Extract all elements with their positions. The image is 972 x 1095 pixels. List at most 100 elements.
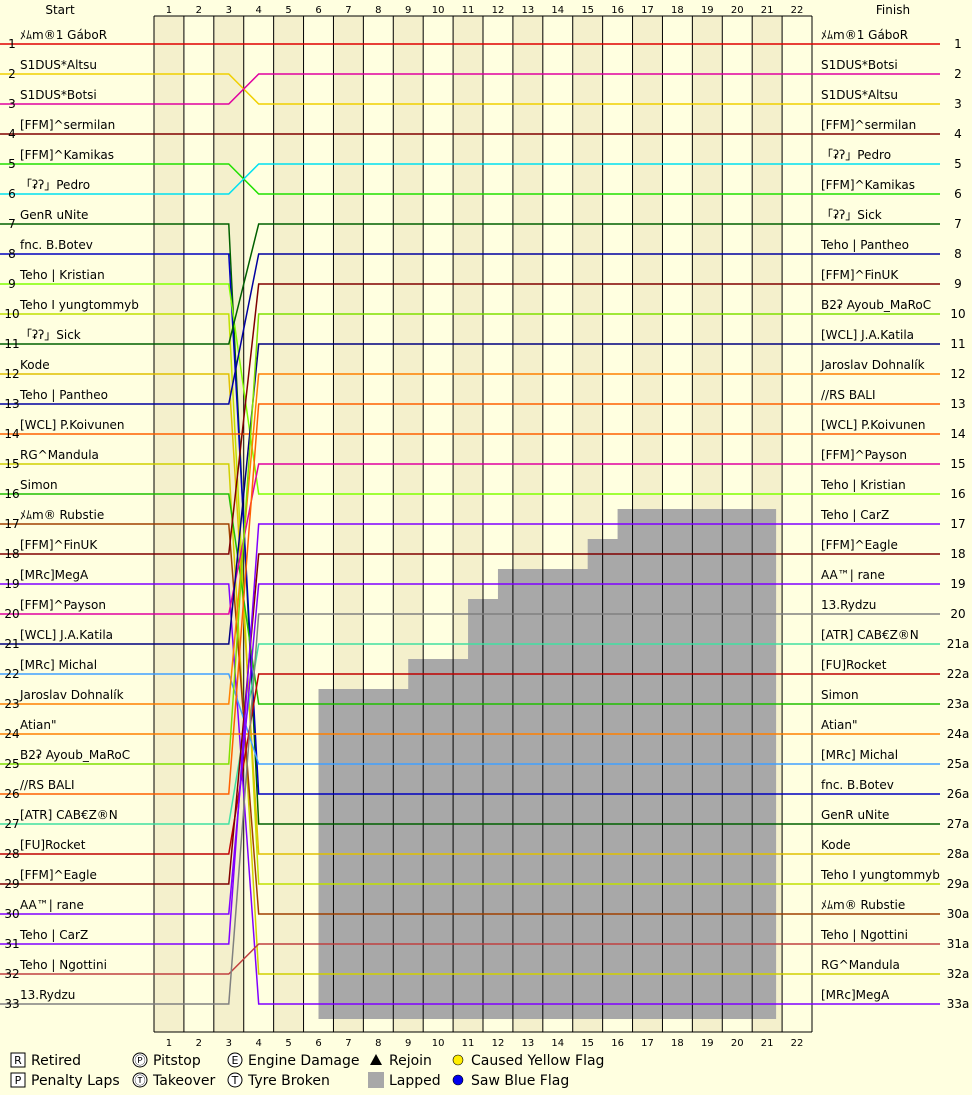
lap-label-top: 22	[791, 5, 804, 16]
finish-driver-name: 「ʡʔ」Sick	[821, 208, 882, 222]
lap-label-bottom: 21	[761, 1038, 774, 1049]
start-driver-name: ﾒﾑm®1 GáboR	[20, 28, 107, 42]
lap-label-top: 11	[462, 5, 475, 16]
finish-driver-name: [FFM]^Eagle	[821, 538, 898, 552]
driver-line	[154, 583, 812, 915]
lap-label-top: 8	[375, 5, 381, 16]
position-label-right: 2	[954, 67, 962, 81]
position-label-right: 22a	[947, 667, 970, 681]
driver-line	[154, 253, 812, 795]
driver-line	[154, 463, 812, 615]
start-driver-name: [FFM]^Eagle	[20, 868, 97, 882]
position-label-right: 17	[950, 517, 965, 531]
position-label-left: 22	[4, 667, 19, 681]
start-driver-name: 「ʡʔ」Sick	[20, 328, 81, 342]
lap-label-top: 13	[521, 5, 534, 16]
position-label-right: 21a	[947, 637, 970, 651]
finish-driver-name: [FFM]^Kamikas	[821, 178, 915, 192]
finish-driver-name: S1DUS*Altsu	[821, 88, 898, 102]
position-label-left: 2	[8, 67, 16, 81]
finish-driver-name: Teho | Ngottini	[820, 928, 908, 942]
legend-symbol: P	[15, 1074, 22, 1087]
position-label-right: 20	[950, 607, 965, 621]
position-label-left: 23	[4, 697, 19, 711]
position-label-right: 6	[954, 187, 962, 201]
position-label-right: 28a	[947, 847, 970, 861]
legend-label: Saw Blue Flag	[471, 1073, 569, 1089]
position-label-left: 7	[8, 217, 16, 231]
position-label-left: 3	[8, 97, 16, 111]
finish-driver-name: [ATR] CAB€Z®N	[821, 628, 919, 642]
flag-dot-icon	[452, 1054, 464, 1066]
lap-label-top: 2	[196, 5, 202, 16]
position-label-left: 13	[4, 397, 19, 411]
lap-label-top: 5	[285, 5, 291, 16]
lap-label-top: 20	[731, 5, 744, 16]
start-driver-name: //RS BALI	[20, 778, 75, 792]
driver-line	[154, 223, 812, 825]
finish-driver-name: //RS BALI	[821, 388, 876, 402]
position-label-left: 20	[4, 607, 19, 621]
lap-label-bottom: 14	[551, 1038, 564, 1049]
lap-label-bottom: 4	[255, 1038, 261, 1049]
lap-label-top: 19	[701, 5, 714, 16]
position-label-left: 14	[4, 427, 19, 441]
finish-driver-name: GenR uNite	[821, 808, 889, 822]
labels: Start Finish 112233445566778899101011111…	[4, 3, 969, 1049]
finish-label: Finish	[876, 3, 910, 17]
start-driver-name: RG^Mandula	[20, 448, 99, 462]
position-label-left: 12	[4, 367, 19, 381]
position-label-left: 32	[4, 967, 19, 981]
legend-symbol: T	[231, 1074, 239, 1087]
position-label-left: 8	[8, 247, 16, 261]
position-label-right: 15	[950, 457, 965, 471]
driver-line	[154, 523, 812, 915]
finish-driver-name: Kode	[821, 838, 851, 852]
position-label-right: 29a	[947, 877, 970, 891]
position-label-left: 15	[4, 457, 19, 471]
position-label-right: 31a	[947, 937, 970, 951]
driver-line	[154, 163, 812, 195]
position-label-left: 1	[8, 37, 16, 51]
position-label-right: 25a	[947, 757, 970, 771]
finish-driver-name: [FU]Rocket	[821, 658, 887, 672]
finish-driver-name: Teho | Pantheo	[820, 238, 909, 252]
position-label-right: 24a	[947, 727, 970, 741]
finish-driver-name: B2ʡ Ayoub_MaRoC	[821, 298, 931, 312]
position-label-left: 31	[4, 937, 19, 951]
driver-lines	[0, 43, 940, 1005]
position-label-right: 10	[950, 307, 965, 321]
finish-driver-name: ﾒﾑm®1 GáboR	[821, 28, 908, 42]
position-label-left: 30	[4, 907, 19, 921]
start-driver-name: GenR uNite	[20, 208, 88, 222]
position-label-right: 1	[954, 37, 962, 51]
finish-driver-name: AA™| rane	[821, 568, 885, 582]
lap-label-bottom: 12	[492, 1038, 505, 1049]
driver-line	[154, 643, 812, 825]
lap-label-bottom: 5	[285, 1038, 291, 1049]
lap-label-top: 21	[761, 5, 774, 16]
finish-driver-name: [MRc] Michal	[821, 748, 898, 762]
start-driver-name: 「ʡʔ」Pedro	[20, 178, 90, 192]
start-driver-name: ﾒﾑm® Rubstie	[20, 508, 104, 522]
finish-driver-name: 「ʡʔ」Pedro	[821, 148, 891, 162]
lap-label-bottom: 2	[196, 1038, 202, 1049]
position-label-right: 18	[950, 547, 965, 561]
position-label-right: 11	[950, 337, 965, 351]
driver-line	[154, 223, 812, 345]
finish-driver-name: [FFM]^FinUK	[821, 268, 899, 282]
position-label-right: 5	[954, 157, 962, 171]
legend-label: Caused Yellow Flag	[471, 1053, 604, 1069]
lap-label-top: 16	[611, 5, 624, 16]
lap-label-bottom: 1	[166, 1038, 172, 1049]
start-driver-name: S1DUS*Altsu	[20, 58, 97, 72]
position-label-left: 24	[4, 727, 19, 741]
lap-label-top: 17	[641, 5, 654, 16]
driver-line	[154, 373, 812, 855]
position-label-right: 7	[954, 217, 962, 231]
start-driver-name: Atian"	[20, 718, 57, 732]
legend-box-icon	[10, 1072, 26, 1088]
position-label-right: 16	[950, 487, 965, 501]
lap-label-bottom: 18	[671, 1038, 684, 1049]
